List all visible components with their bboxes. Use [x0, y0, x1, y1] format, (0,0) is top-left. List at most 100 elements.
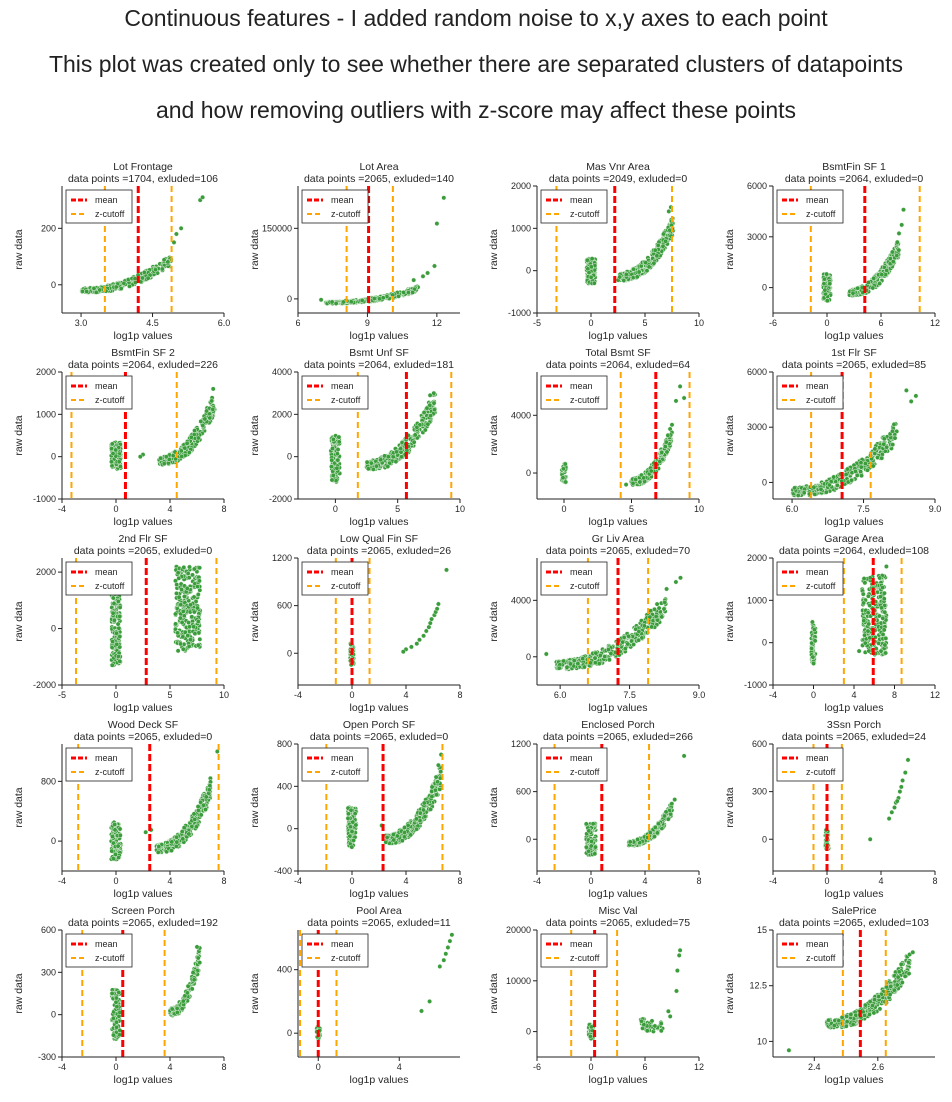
data-point	[187, 624, 192, 630]
data-point	[434, 792, 439, 798]
data-point	[169, 848, 174, 854]
y-tick-label: 0	[287, 648, 292, 658]
data-point	[408, 644, 414, 650]
data-point	[659, 449, 665, 455]
data-point	[854, 472, 860, 478]
data-point	[630, 480, 636, 486]
data-point	[844, 466, 850, 472]
data-point	[583, 821, 589, 827]
y-tick-label: 0	[526, 266, 531, 276]
data-point	[421, 633, 427, 639]
data-point	[201, 802, 206, 808]
y-tick-label: 3000	[747, 422, 767, 432]
data-point	[330, 436, 336, 442]
data-point	[165, 259, 171, 265]
data-point	[657, 459, 663, 465]
data-point	[862, 632, 868, 638]
subplot-subtitle: data points =2064, exluded=181	[304, 359, 454, 371]
data-point	[191, 609, 197, 615]
data-point	[112, 827, 118, 833]
x-tick-label: -4	[58, 504, 66, 514]
data-point	[434, 221, 440, 227]
data-point	[856, 648, 862, 654]
data-point	[195, 435, 201, 441]
data-point	[175, 648, 181, 654]
data-point	[97, 287, 103, 293]
data-point	[173, 231, 179, 237]
subplot-title: Wood Deck SF	[108, 719, 178, 731]
data-point	[182, 445, 188, 451]
data-point	[678, 575, 683, 581]
data-point	[889, 249, 895, 255]
y-axis-label: raw data	[724, 601, 736, 641]
data-point	[883, 564, 889, 569]
data-point	[181, 825, 187, 831]
data-point	[349, 829, 355, 835]
y-axis-label: raw data	[488, 415, 500, 455]
subplot-subtitle: data points =2065, exluded=0	[74, 731, 213, 743]
data-point	[894, 239, 900, 245]
data-point	[826, 482, 832, 488]
y-tick-label: 2000	[272, 409, 292, 419]
y-tick-label: 0	[287, 452, 292, 462]
data-point	[584, 257, 590, 263]
legend-mean-label: mean	[570, 567, 593, 577]
data-point	[792, 485, 798, 491]
x-tick-label: 6.0	[218, 318, 231, 328]
data-point	[166, 456, 172, 462]
data-point	[556, 665, 562, 671]
x-tick-label: 4	[403, 690, 408, 700]
data-point	[399, 454, 405, 460]
data-point	[340, 299, 346, 305]
data-point	[200, 423, 206, 429]
data-point	[109, 441, 115, 447]
data-point	[586, 270, 592, 275]
data-point	[156, 844, 162, 850]
legend-cutoff-label: z-cutoff	[95, 209, 125, 219]
data-point	[171, 239, 177, 245]
legend-mean-label: mean	[806, 567, 829, 577]
data-point	[880, 615, 886, 621]
data-point	[145, 275, 151, 281]
data-point	[580, 656, 586, 662]
data-point	[875, 455, 880, 461]
data-point	[186, 831, 192, 837]
data-point	[111, 617, 117, 623]
data-point	[187, 564, 192, 570]
y-tick-label: 4000	[511, 595, 531, 605]
data-point	[858, 460, 864, 466]
data-point	[823, 489, 829, 495]
y-tick-label: 1000	[36, 409, 56, 419]
x-tick-label: 3.0	[75, 318, 88, 328]
data-point	[414, 424, 420, 430]
data-point	[422, 814, 428, 819]
data-point	[858, 469, 864, 475]
data-point	[801, 490, 807, 496]
data-point	[593, 650, 599, 656]
data-point	[84, 289, 90, 294]
x-tick-label: 12	[930, 318, 940, 328]
y-tick-label: 200	[41, 223, 56, 233]
data-point	[681, 395, 687, 401]
data-point	[890, 428, 895, 434]
data-point	[432, 263, 437, 269]
y-tick-label: 0	[287, 294, 292, 304]
data-point	[660, 243, 666, 249]
data-point	[186, 575, 192, 581]
subplot-title: Lot Area	[359, 161, 398, 173]
y-tick-label: 2000	[747, 553, 767, 563]
x-tick-label: 0	[113, 876, 118, 886]
data-point	[189, 614, 195, 620]
data-point	[882, 642, 888, 648]
data-point	[591, 280, 597, 286]
x-tick-label: 12	[930, 690, 940, 700]
data-point	[811, 661, 817, 666]
